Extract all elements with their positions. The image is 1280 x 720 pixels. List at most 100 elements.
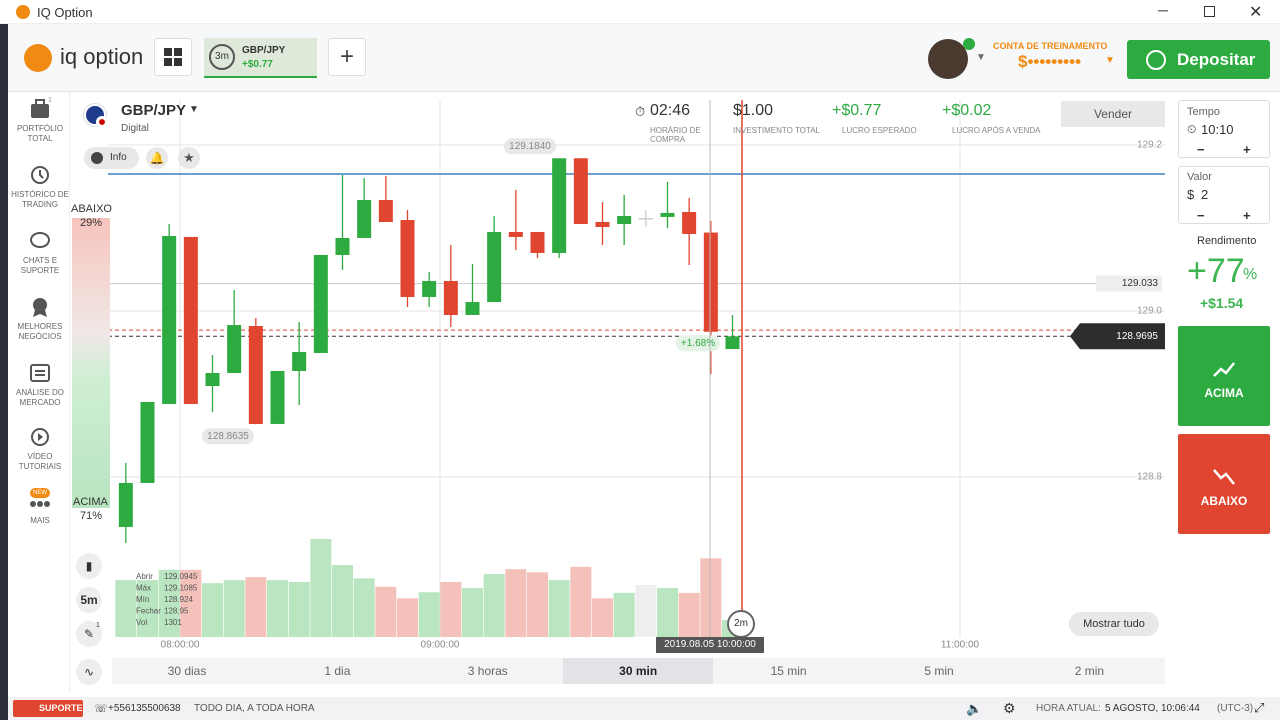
amount-plus[interactable]: + <box>1243 208 1251 223</box>
phone-icon: ☏ <box>94 703 108 715</box>
info-button[interactable]: Info <box>84 147 139 169</box>
sentiment-up-label: ACIMA <box>73 496 108 508</box>
expiry-badge: 2m <box>727 610 755 638</box>
y-tick-label: 128.8 <box>1137 472 1162 483</box>
favorite-button[interactable]: ★ <box>178 147 200 169</box>
nav-more[interactable]: MAIS <box>10 496 70 526</box>
candle-body <box>682 211 697 234</box>
volume-bar <box>115 580 137 637</box>
account-caret[interactable]: ▼ <box>1105 55 1115 66</box>
deposit-button[interactable]: Depositar <box>1127 40 1270 79</box>
close[interactable]: ✕ <box>1249 4 1263 21</box>
nav-analysis[interactable]: ANÁLISE DO MERCADO <box>10 362 70 408</box>
up-icon <box>1213 362 1235 377</box>
minimize[interactable]: ─ <box>1158 2 1168 18</box>
account-label: CONTA DE TREINAMENTO <box>993 41 1108 51</box>
timeframe[interactable]: 1 dia <box>324 664 351 678</box>
amount-box[interactable]: Valor $ 2 − + <box>1178 166 1270 224</box>
tab-profit: +$0.77 <box>242 59 273 70</box>
time-minus[interactable]: − <box>1197 142 1205 157</box>
sentiment-bar <box>72 218 110 508</box>
amount-minus[interactable]: − <box>1197 208 1205 223</box>
candle-body <box>118 482 133 527</box>
volume-bar <box>310 539 332 637</box>
icon <box>31 99 49 118</box>
candle-body <box>725 336 740 350</box>
timer-icon: ⏱ <box>635 104 646 119</box>
volume-bar <box>656 588 678 637</box>
timeframe[interactable]: 5 min <box>924 664 954 678</box>
nav-video[interactable]: VÍDEO TUTORIAIS <box>10 426 70 472</box>
y-tick-label: 129.0 <box>1137 306 1162 317</box>
time-box[interactable]: Tempo ⏲ 10:10 − + <box>1178 100 1270 158</box>
candle-body <box>400 220 415 297</box>
add-tab[interactable]: + <box>328 38 366 76</box>
show-all-button[interactable]: Mostrar tudo <box>1069 612 1159 636</box>
support-button[interactable]: SUPORTE <box>13 700 83 717</box>
candle-body <box>443 281 458 315</box>
alert-button[interactable]: 🔔 <box>146 147 168 169</box>
readout-value: 1301 <box>164 618 182 627</box>
candle-size-button[interactable]: 5m <box>76 587 102 613</box>
timeframe[interactable]: 30 min <box>563 658 714 684</box>
fullscreen-icon[interactable]: ⤢ <box>1254 700 1265 715</box>
nav-label: MELHORES NEGÓCIOS <box>17 322 63 341</box>
amount-value[interactable]: 2 <box>1201 187 1209 202</box>
indicator-button[interactable]: ∿ <box>76 659 102 685</box>
timeframe[interactable]: 30 dias <box>167 664 207 678</box>
sell-button[interactable]: Vender <box>1061 101 1165 127</box>
avatar[interactable] <box>928 39 968 79</box>
volume-bar <box>418 592 440 637</box>
account-balance[interactable]: $••••••••• <box>1018 52 1082 71</box>
volume-bar <box>136 580 158 637</box>
readout-value: 129.0945 <box>164 572 198 581</box>
timeframe[interactable]: 3 horas <box>467 664 508 678</box>
avatar-caret[interactable]: ▼ <box>976 52 986 63</box>
candle-body <box>638 218 653 220</box>
maximize[interactable] <box>1204 6 1215 17</box>
asset-tab[interactable]: 3m GBP/JPY +$0.77 <box>204 38 317 78</box>
volume-bar <box>440 581 462 637</box>
down-button[interactable]: ABAIXO <box>1178 434 1270 534</box>
candle-body <box>595 222 610 227</box>
asset-kind: Digital <box>121 123 149 134</box>
volume-bar <box>180 569 202 637</box>
candle-body <box>227 325 242 373</box>
candle-body <box>465 302 480 315</box>
asset-caret[interactable]: ▼ <box>189 104 199 115</box>
volume-bar <box>288 581 310 637</box>
nav-best[interactable]: MELHORES NEGÓCIOS <box>10 296 70 342</box>
grid-icon <box>164 48 182 66</box>
up-button[interactable]: ACIMA <box>1178 326 1270 426</box>
app-icon <box>16 5 30 19</box>
candle-body <box>248 326 263 424</box>
tab-timer: 3m <box>209 44 235 70</box>
deposit-icon <box>1146 50 1166 70</box>
candle-body <box>205 372 220 387</box>
nav-chat[interactable]: CHATS E SUPORTE <box>10 230 70 276</box>
draw-badge: 1 <box>96 622 100 629</box>
change-label: +1.68% <box>681 338 715 349</box>
chart-type-button[interactable]: ▮ <box>76 553 102 579</box>
nav-history[interactable]: HISTÓRICO DE TRADING <box>10 164 70 210</box>
candle-body <box>552 158 567 253</box>
candle-body <box>422 281 437 297</box>
time-plus[interactable]: + <box>1243 142 1251 157</box>
volume-bar <box>396 598 418 637</box>
nav-label: VÍDEO TUTORIAIS <box>18 452 62 471</box>
asset-name[interactable]: GBP/JPY <box>121 102 187 119</box>
volume-icon[interactable]: 🔈 <box>966 701 983 716</box>
candle-body <box>162 235 177 404</box>
grid-button[interactable] <box>154 38 192 76</box>
timeframe[interactable]: 2 min <box>1074 664 1105 678</box>
candle-body <box>573 158 588 225</box>
readout-label: Vol <box>136 618 147 627</box>
nav-portfolio[interactable]: PORTFÓLIO TOTAL <box>10 98 70 144</box>
time-label: Tempo <box>1187 106 1221 118</box>
settings-icon[interactable]: ⚙ <box>1003 700 1016 716</box>
deal-after-sale: +$0.02 <box>942 102 992 119</box>
candle-body <box>313 254 328 353</box>
draw-button[interactable]: ✎ <box>76 621 102 647</box>
volume-bar <box>201 583 223 637</box>
timeframe[interactable]: 15 min <box>770 664 807 678</box>
